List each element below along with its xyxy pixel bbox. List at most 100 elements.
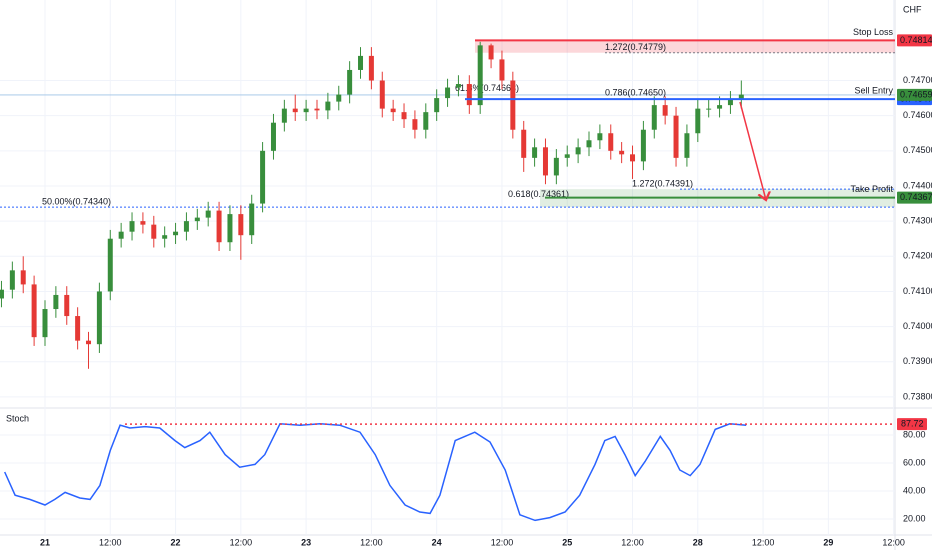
candle-body [270,122,276,151]
candle-body [379,80,385,109]
candle-body [738,94,744,100]
candle-body [42,309,48,338]
candle-body [401,112,407,120]
candle-body [336,94,342,102]
candle-body [64,294,70,317]
candle-body [423,112,429,130]
candle-body [521,129,527,158]
candle-body [412,119,418,130]
stoch-tick-label: 20.00 [903,513,926,523]
candle-body [673,115,679,158]
stoch-tag-label: 87.72 [901,419,924,429]
candle-body [706,108,712,110]
candle-body [249,203,255,236]
candle-body [368,55,374,81]
candle-body [173,231,179,236]
x-tick-label: 12:00 [752,537,775,547]
candle-body [358,55,364,70]
candle-body [129,221,135,232]
x-tick-label: 22 [171,537,181,547]
x-tick-label: 23 [301,537,311,547]
candle-body [260,150,266,204]
candle-body [434,98,440,113]
candle-body [553,157,559,176]
level-label: Stop Loss [853,27,894,37]
stoch-title: Stoch [6,413,29,423]
candle-body [564,154,570,158]
candle-body [717,105,723,109]
candle-body [510,80,516,130]
candle-body [194,217,200,222]
candle-body [630,154,636,162]
candle-body [0,289,4,299]
candle-body [20,270,26,285]
candle-body [586,140,592,148]
x-tick-label: 25 [562,537,572,547]
candle-body [107,238,113,292]
candle-body [727,99,733,106]
candle-body [205,210,211,218]
candle-body [96,291,102,345]
stoch-tick-label: 80.00 [903,429,926,439]
candle-body [445,87,451,99]
stoch-tick-label: 40.00 [903,485,926,495]
candle-body [53,294,59,310]
candle-body [183,221,189,232]
candle-body [347,69,353,95]
candle-body [640,129,646,162]
price-tag [897,191,932,204]
fib-label: 61.8%(0.74663) [455,83,519,93]
fib-label: 0.786(0.74650) [605,87,666,97]
price-tag-label: 0.74814 [900,35,932,45]
candle-body [662,105,668,116]
fib-label: 1.272(0.74779) [605,42,666,52]
candle-body [651,105,657,130]
candle-body [151,224,157,239]
stoch-tick-label: 60.00 [903,457,926,467]
price-tag [897,34,932,47]
candle-body [532,147,538,158]
trade-arrow [739,101,766,200]
candle-body [75,316,81,341]
candle-body [325,101,331,111]
candle-body [684,133,690,158]
stoch-line [4,423,747,522]
candle-body [608,133,614,151]
x-tick-label: 12:00 [882,537,905,547]
candle-body [216,210,222,243]
x-tick-label: 28 [693,537,703,547]
candle-body [455,84,461,88]
candle-body [597,133,603,141]
candle-body [575,147,581,155]
candle-body [488,45,494,60]
candle-body [619,150,625,155]
candle-body [227,214,233,243]
candle-body [303,108,309,113]
candle-body [390,108,396,113]
candle-body [86,340,92,345]
last-price-tag [897,88,932,101]
candle-body [238,214,244,236]
x-tick-label: 12:00 [621,537,644,547]
candle-body [118,231,124,239]
level-label: Sell Entry [854,86,893,96]
candle-body [542,147,548,176]
x-tick-label: 12:00 [360,537,383,547]
last-price-label: 0.74659 [900,89,932,99]
candle-body [292,108,298,113]
fib-label: 50.00%(0.74340) [42,196,111,206]
level-label: Take Profit [850,184,893,194]
x-tick-label: 24 [432,537,442,547]
candle-body [140,221,146,225]
stop-loss-zone [475,40,895,53]
